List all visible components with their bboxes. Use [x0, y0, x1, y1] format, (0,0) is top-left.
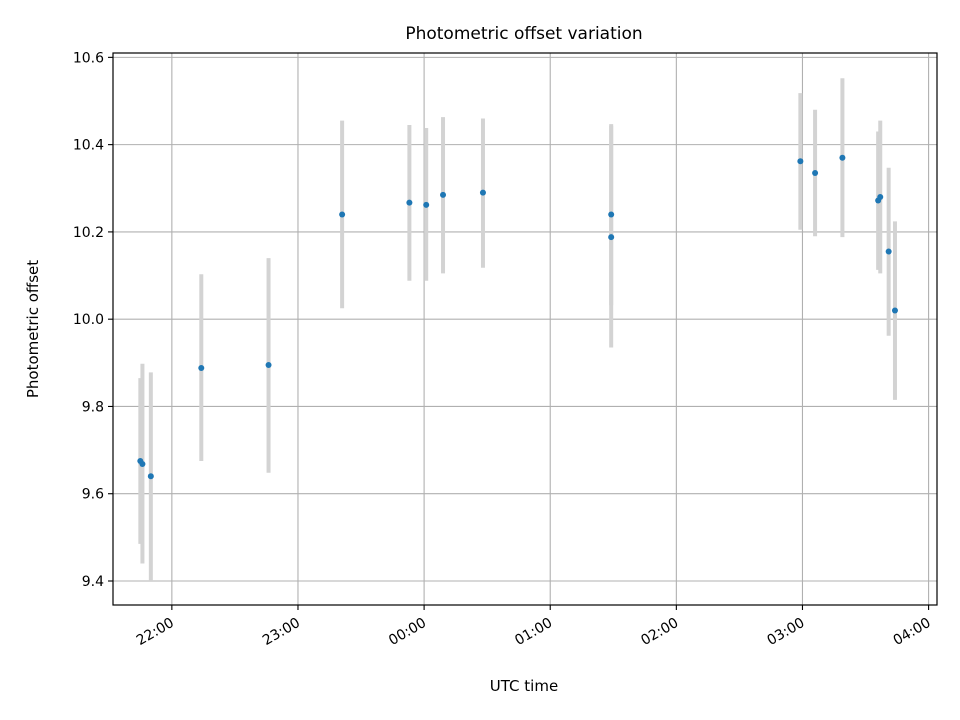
x-tick-label: 04:00	[891, 615, 934, 649]
data-point	[608, 234, 615, 241]
x-tick-label: 03:00	[765, 615, 808, 649]
error-bars	[138, 78, 897, 581]
x-axis-ticks: 22:00 23:00 00:00 01:00 02:00 03:00 04:00	[134, 605, 934, 649]
y-tick-label: 10.6	[73, 50, 104, 66]
data-point	[479, 189, 486, 196]
data-point	[608, 211, 615, 218]
y-tick-label: 10.0	[73, 312, 104, 328]
y-tick-label: 9.4	[82, 574, 104, 590]
data-point	[797, 158, 804, 165]
data-point	[839, 154, 846, 161]
data-point	[877, 194, 884, 200]
data-point	[406, 199, 413, 206]
y-axis-ticks: 9.4 9.6 9.8 10.0 10.2 10.4 10.6	[73, 50, 113, 590]
y-tick-label: 10.4	[73, 138, 104, 154]
y-axis-label: Photometric offset	[24, 260, 42, 398]
data-point	[139, 461, 146, 468]
x-axis-label: UTC time	[490, 677, 558, 695]
data-point	[440, 191, 447, 198]
data-point	[885, 248, 892, 255]
x-tick-label: 00:00	[386, 615, 429, 649]
y-tick-label: 10.2	[73, 225, 104, 241]
x-tick-label: 02:00	[638, 615, 681, 649]
x-tick-label: 23:00	[260, 615, 303, 649]
x-tick-label: 22:00	[134, 615, 177, 649]
data-point	[812, 170, 819, 176]
data-point	[423, 201, 430, 208]
chart-title: Photometric offset variation	[405, 24, 642, 44]
data-point	[891, 307, 898, 314]
plot-frame	[112, 52, 938, 606]
y-tick-label: 9.6	[82, 487, 104, 503]
x-tick-label: 01:00	[512, 615, 555, 649]
data-points	[137, 154, 898, 480]
data-point	[265, 362, 272, 368]
data-point	[147, 473, 154, 480]
y-tick-label: 9.8	[82, 399, 104, 415]
data-point	[198, 365, 205, 372]
data-point	[339, 211, 346, 218]
